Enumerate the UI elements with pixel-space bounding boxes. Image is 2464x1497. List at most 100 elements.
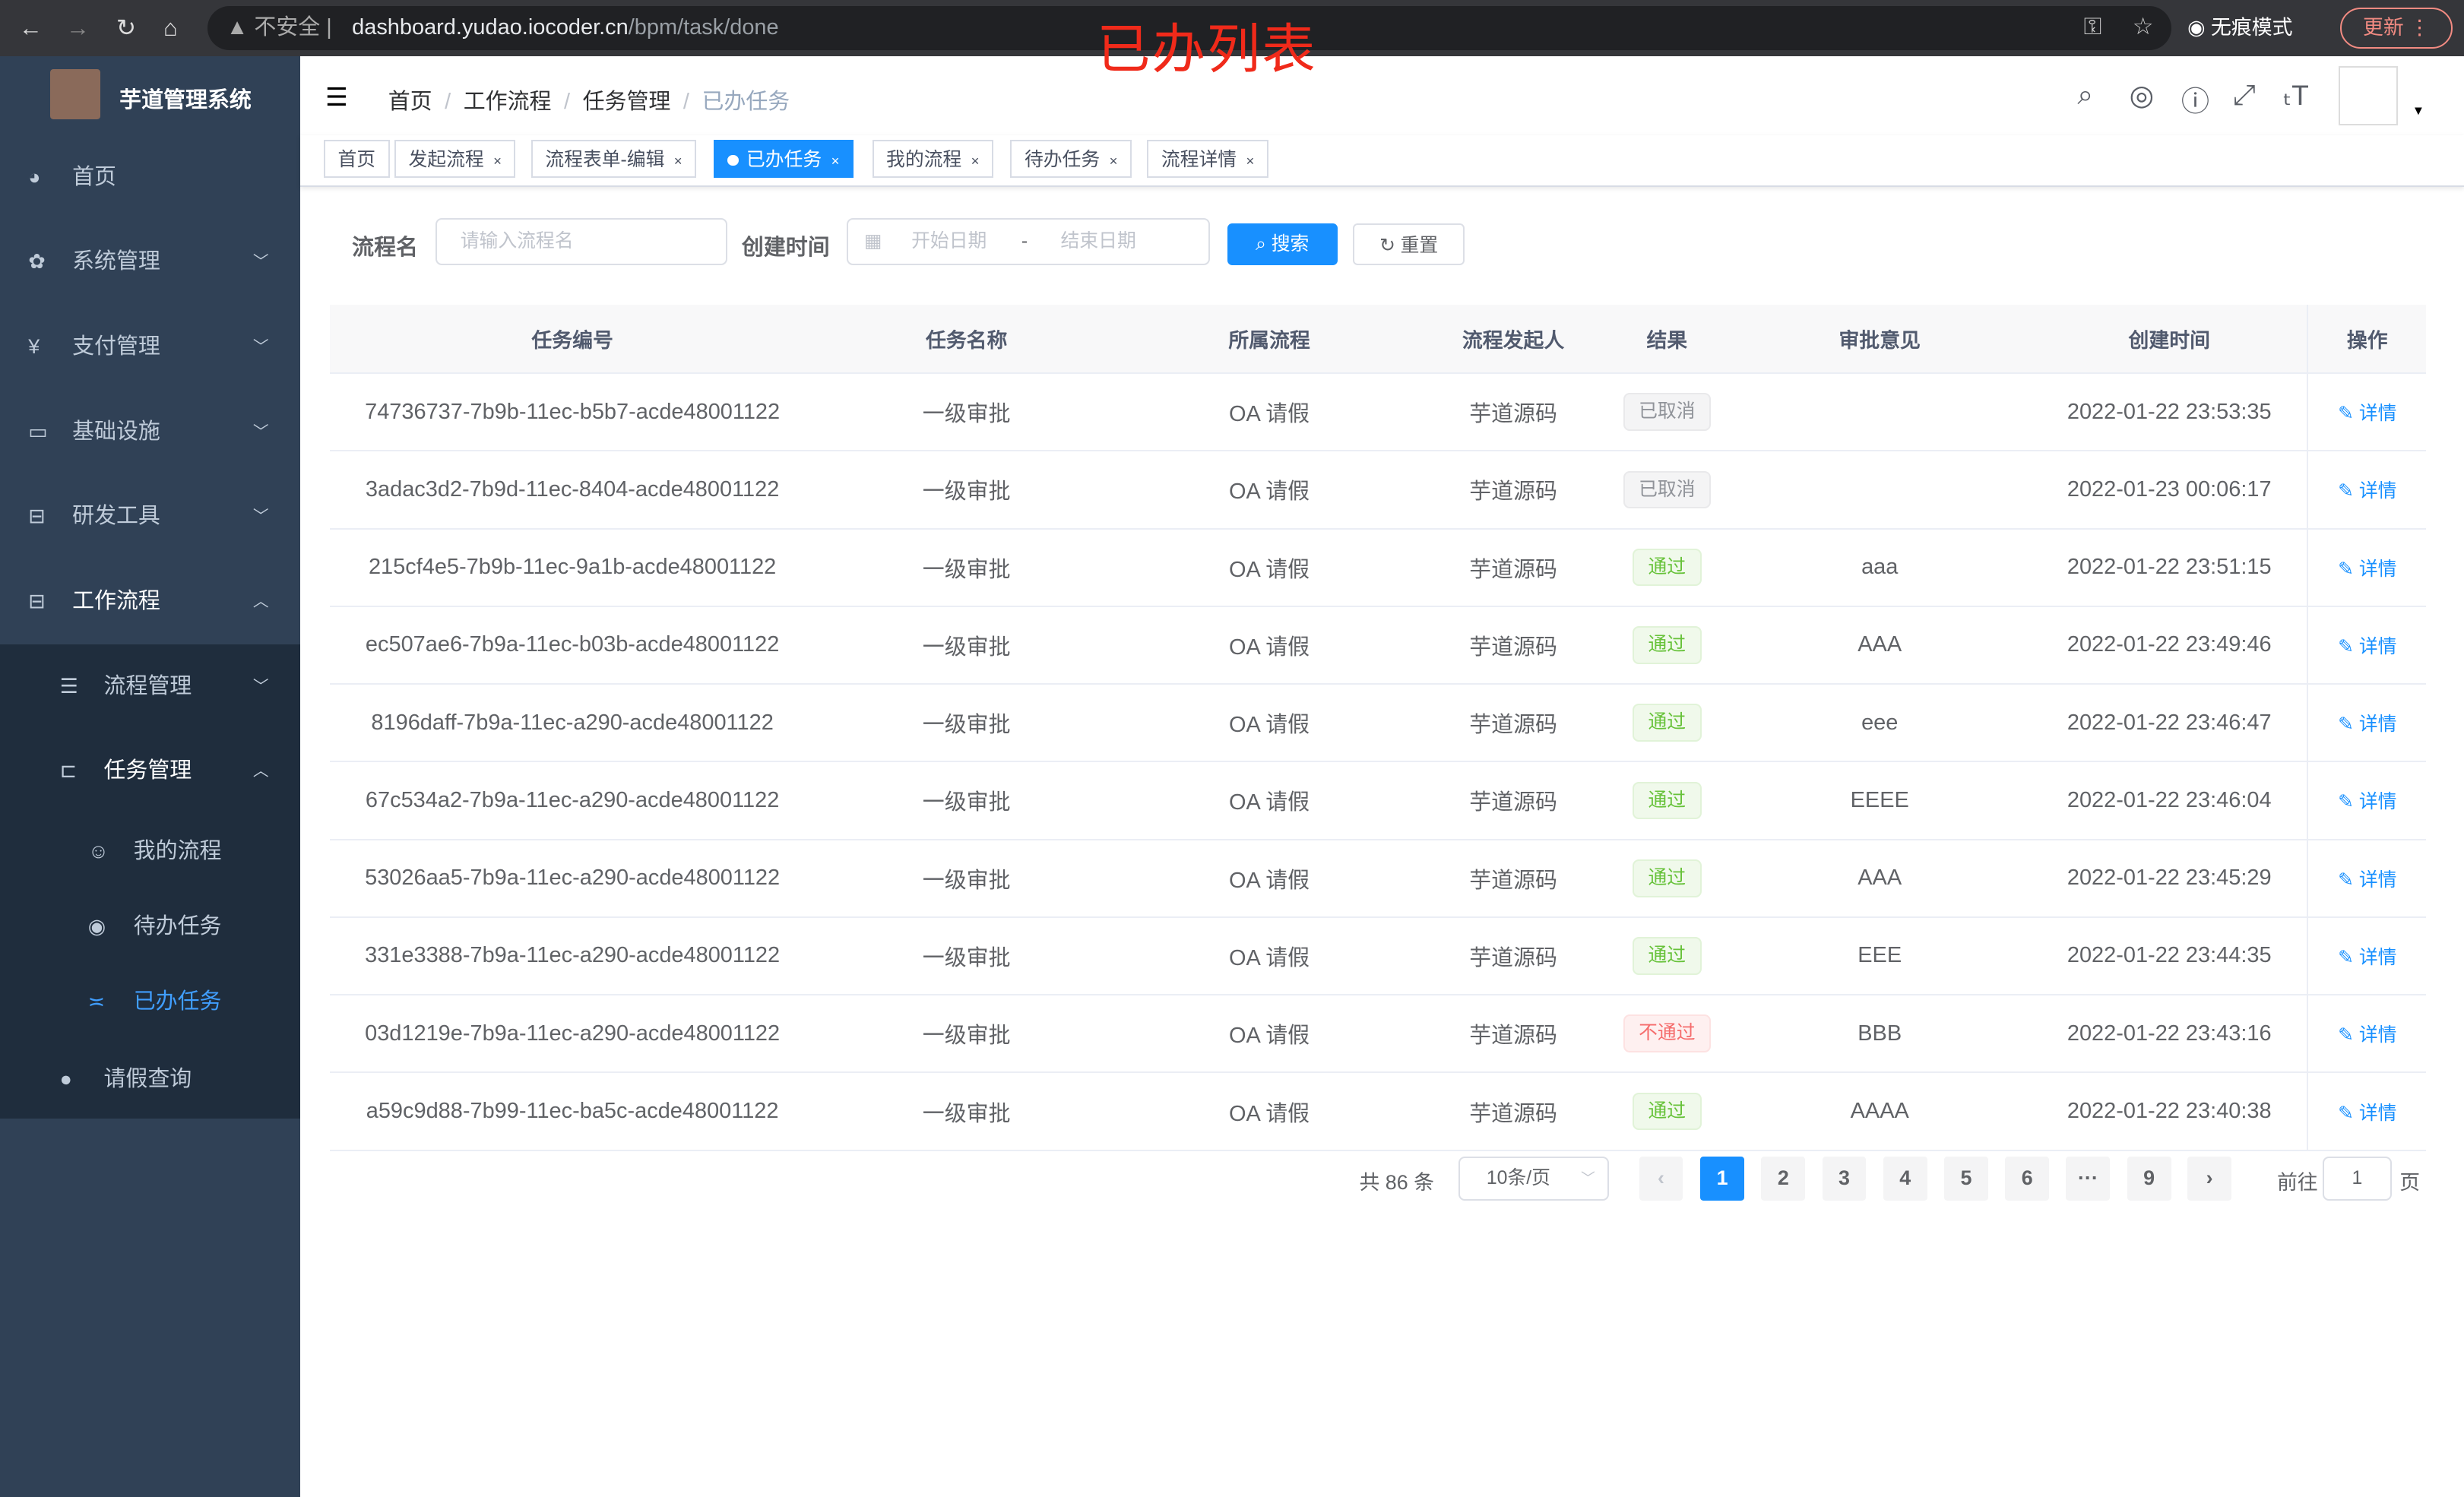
- detail-link[interactable]: ✎ 详情: [2338, 870, 2396, 891]
- cell: BBB: [1728, 995, 2032, 1074]
- close-icon[interactable]: ×: [831, 152, 840, 169]
- avatar[interactable]: [2338, 65, 2398, 126]
- home-icon[interactable]: ⌂: [163, 14, 178, 41]
- close-icon[interactable]: ×: [1246, 152, 1255, 169]
- end-date[interactable]: 结束日期: [1060, 231, 1136, 252]
- label: 已办任务: [133, 989, 222, 1014]
- prev-page-button[interactable]: ‹: [1639, 1156, 1683, 1201]
- page-button[interactable]: 9: [2127, 1156, 2171, 1201]
- close-icon[interactable]: ×: [971, 152, 980, 169]
- tab-todo-tasks[interactable]: 待办任务 ×: [1010, 139, 1132, 178]
- sidebar-item-system[interactable]: ✿ 系统管理 ﹀: [0, 220, 300, 305]
- update-button[interactable]: 更新 ⋮: [2339, 8, 2453, 49]
- tree-icon: ⊏: [59, 759, 78, 783]
- star-icon[interactable]: ☆: [2132, 12, 2154, 40]
- page-button[interactable]: 4: [1883, 1156, 1927, 1201]
- close-icon[interactable]: ×: [493, 152, 502, 169]
- sidebar-item-task-manage[interactable]: ⊏ 任务管理 ︿: [0, 729, 300, 814]
- github-icon[interactable]: ◎: [2129, 79, 2155, 112]
- fullscreen-icon[interactable]: ⤢: [2233, 78, 2256, 111]
- edit-icon: ✎: [2338, 714, 2359, 736]
- page-button[interactable]: 5: [1944, 1156, 1988, 1201]
- result-badge: 通过: [1632, 548, 1702, 587]
- detail-link[interactable]: ✎ 详情: [2338, 948, 2396, 968]
- cell: 芋道源码: [1420, 995, 1607, 1074]
- help-icon[interactable]: ⓘ: [2181, 85, 2210, 118]
- incognito-indicator[interactable]: ◉ 无痕模式: [2187, 8, 2292, 49]
- tab-start-process[interactable]: 发起流程 ×: [394, 139, 516, 178]
- sidebar-item-process-manage[interactable]: ☰ 流程管理 ﹀: [0, 644, 300, 730]
- tab-home[interactable]: 首页: [323, 139, 390, 178]
- result-badge: 通过: [1632, 781, 1702, 820]
- breadcrumb-item[interactable]: 首页: [388, 89, 432, 114]
- cell: 2022-01-23 00:06:17: [2032, 451, 2308, 530]
- sidebar-item-my-process[interactable]: ☺ 我的流程: [0, 814, 300, 890]
- tab-form-edit[interactable]: 流程表单-编辑 ×: [530, 139, 697, 178]
- address-bar[interactable]: ▲ 不安全 | dashboard.yudao.iocoder.cn/bpm/t…: [207, 6, 2172, 51]
- range-separator: -: [1021, 231, 1028, 252]
- next-page-button[interactable]: ›: [2187, 1156, 2231, 1201]
- page-button[interactable]: 3: [1822, 1156, 1867, 1201]
- process-name-input[interactable]: 请输入流程名: [435, 218, 728, 266]
- detail-link[interactable]: ✎ 详情: [2338, 792, 2396, 812]
- sidebar-item-home[interactable]: ◕ 首页: [0, 135, 300, 220]
- goto-page-input[interactable]: 1: [2322, 1156, 2392, 1201]
- page-button[interactable]: 6: [2005, 1156, 2050, 1201]
- cell: [1728, 451, 2032, 530]
- detail-link[interactable]: ✎ 详情: [2338, 481, 2396, 502]
- sidebar-item-done[interactable]: ≍ 已办任务: [0, 964, 300, 1040]
- cell: 不通过: [1606, 995, 1728, 1074]
- cell: eee: [1728, 684, 2032, 763]
- result-badge: 通过: [1632, 859, 1702, 897]
- detail-link[interactable]: ✎ 详情: [2338, 637, 2396, 657]
- cell: 8196daff-7b9a-11ec-a290-acde48001122: [330, 684, 816, 763]
- page-button[interactable]: 2: [1761, 1156, 1806, 1201]
- more-pages-button[interactable]: ···: [2066, 1156, 2111, 1201]
- search-icon[interactable]: ⌕: [2077, 78, 2094, 111]
- detail-link[interactable]: ✎ 详情: [2338, 1025, 2396, 1046]
- tab-my-process[interactable]: 我的流程 ×: [872, 139, 994, 178]
- detail-link[interactable]: ✎ 详情: [2338, 559, 2396, 580]
- caret-down-icon[interactable]: ▼: [2412, 103, 2425, 119]
- back-icon[interactable]: ←: [18, 14, 43, 41]
- detail-link[interactable]: ✎ 详情: [2338, 404, 2396, 424]
- font-size-icon[interactable]: ₜT: [2283, 79, 2309, 112]
- forward-icon[interactable]: →: [65, 14, 90, 41]
- cell: 2022-01-22 23:40:38: [2032, 1072, 2308, 1151]
- cell: 3adac3d2-7b9d-11ec-8404-acde48001122: [330, 451, 816, 530]
- edit-icon: ✎: [2338, 636, 2359, 657]
- label: 详情: [2358, 1025, 2397, 1046]
- search-button[interactable]: ⌕ 搜索: [1227, 223, 1338, 266]
- sidebar-item-infra[interactable]: ▭ 基础设施 ﹀: [0, 390, 300, 475]
- cell: ✎ 详情: [2307, 1072, 2427, 1151]
- tab-done-tasks[interactable]: 已办任务 ×: [713, 139, 854, 178]
- cell: 一级审批: [815, 451, 1119, 530]
- sidebar-item-tools[interactable]: ⊟ 研发工具 ﹀: [0, 474, 300, 559]
- sidebar-item-pay[interactable]: ¥ 支付管理 ﹀: [0, 305, 300, 390]
- breadcrumb-item: 工作流程: [463, 89, 552, 114]
- detail-link[interactable]: ✎ 详情: [2338, 1103, 2396, 1124]
- tab-process-detail[interactable]: 流程详情 ×: [1147, 139, 1268, 178]
- close-icon[interactable]: ×: [673, 152, 683, 169]
- detail-link[interactable]: ✎ 详情: [2338, 714, 2396, 735]
- cell: ✎ 详情: [2307, 839, 2427, 918]
- page-size-select[interactable]: 10条/页 ﹀: [1458, 1156, 1610, 1201]
- face-icon: ☺: [87, 840, 109, 862]
- page-button[interactable]: 1: [1700, 1156, 1745, 1201]
- date-range-picker[interactable]: ▦ 开始日期 - 结束日期: [847, 218, 1211, 266]
- edit-icon: ✎: [2338, 792, 2359, 813]
- close-icon[interactable]: ×: [1109, 152, 1118, 169]
- key-icon[interactable]: ⚿: [2083, 12, 2102, 40]
- table-row: 215cf4e5-7b9b-11ec-9a1b-acde48001122 一级审批…: [330, 528, 2427, 607]
- cell: 2022-01-22 23:46:47: [2032, 684, 2308, 763]
- start-date[interactable]: 开始日期: [911, 231, 987, 252]
- sidebar-item-todo[interactable]: ◉ 待办任务: [0, 889, 300, 965]
- hamburger-icon[interactable]: ☰: [325, 83, 348, 112]
- cell: 2022-01-22 23:46:04: [2032, 761, 2308, 840]
- table-row: ec507ae6-7b9a-11ec-b03b-acde48001122 一级审批…: [330, 606, 2427, 685]
- reload-icon[interactable]: ↻: [116, 14, 136, 41]
- sidebar-item-leave[interactable]: ● 请假查询: [0, 1040, 300, 1119]
- sidebar-item-workflow[interactable]: ⊟ 工作流程 ︿: [0, 559, 300, 644]
- tab-label: 我的流程: [886, 149, 962, 170]
- reset-button[interactable]: ↻ 重置: [1353, 223, 1465, 266]
